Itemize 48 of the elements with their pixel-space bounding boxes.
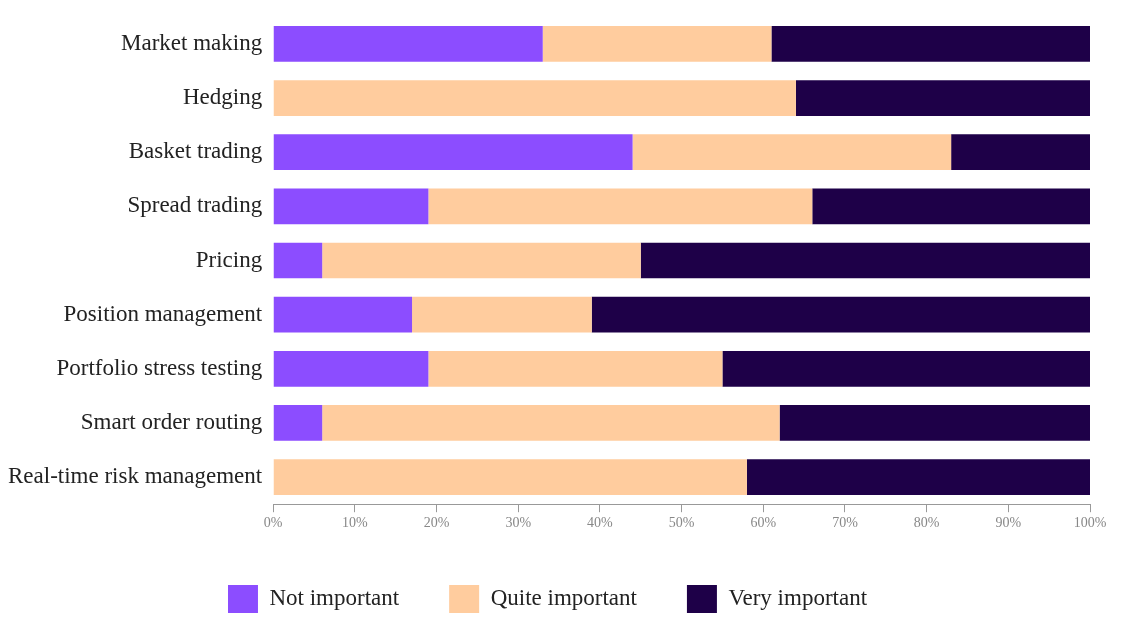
bar (412, 296, 592, 333)
y-tick-label: Pricing (195, 246, 263, 272)
bar (779, 405, 1090, 441)
bar (428, 350, 723, 387)
bar (771, 26, 1090, 62)
bar (795, 80, 1090, 116)
bar (273, 459, 747, 495)
bar (951, 134, 1090, 171)
x-tick-label: 10% (342, 515, 369, 531)
y-tick-label: Spread trading (127, 192, 263, 218)
y-tick-label: Smart order routing (80, 409, 263, 435)
y-tick-label: Hedging (182, 84, 263, 110)
bar (812, 188, 1090, 225)
y-tick-label: Basket trading (128, 138, 263, 164)
legend-label: Very important (728, 585, 868, 611)
bar (273, 80, 796, 116)
bar (591, 296, 1090, 333)
bar (640, 242, 1090, 279)
x-tick-label: 100% (1073, 515, 1107, 531)
bar (722, 350, 1090, 387)
x-tick-label: 60% (750, 515, 777, 531)
bar (273, 405, 323, 441)
x-tick-label: 90% (995, 515, 1022, 531)
bar (322, 242, 641, 279)
bar (273, 188, 429, 225)
y-tick-label: Portfolio stress testing (56, 354, 263, 380)
bar (273, 350, 429, 387)
x-tick-label: 50% (668, 515, 695, 531)
bar (428, 188, 813, 225)
y-tick-label: Real-time risk management (7, 463, 263, 489)
x-tick-label: 0% (263, 515, 283, 531)
x-tick-label: 40% (587, 515, 614, 531)
bar (746, 459, 1090, 495)
bar (322, 405, 780, 441)
bar (273, 26, 543, 62)
x-tick-label: 30% (505, 515, 532, 531)
y-tick-label: Position management (63, 300, 263, 326)
x-tick-label: 20% (423, 515, 450, 531)
legend-label: Quite important (490, 585, 638, 611)
bar (273, 134, 633, 171)
x-tick-label: 80% (913, 515, 940, 531)
y-tick-label: Market making (121, 29, 263, 55)
bar (273, 242, 323, 279)
bar (273, 296, 413, 333)
bar (632, 134, 952, 171)
x-tick-label: 70% (832, 515, 859, 531)
legend-label: Not important (269, 585, 400, 611)
bar (542, 26, 772, 62)
